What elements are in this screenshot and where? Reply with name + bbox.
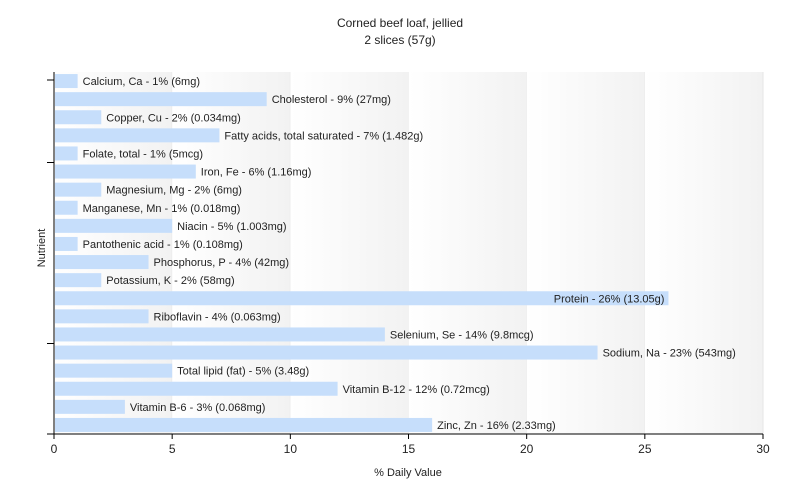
x-tick-label: 0: [51, 442, 58, 456]
bar: [55, 291, 669, 306]
grid-band: [526, 72, 645, 434]
bar-labels-group: Calcium, Ca - 1% (6mg) Cholesterol - 9% (…: [83, 76, 736, 432]
bar: [55, 381, 338, 396]
bar-label: Manganese, Mn - 1% (0.018mg): [83, 203, 241, 215]
bar-label: Copper, Cu - 2% (0.034mg): [106, 112, 241, 124]
bar: [55, 363, 173, 378]
bar: [55, 182, 102, 197]
bar-label: Selenium, Se - 14% (9.8mcg): [390, 329, 534, 341]
bar: [55, 146, 78, 161]
y-ticks-group: [47, 79, 54, 435]
x-tick-label: 25: [638, 442, 652, 456]
y-axis-title: Nutrient: [36, 229, 48, 268]
bar: [55, 273, 102, 288]
chart-title: Corned beef loaf, jellied: [337, 16, 463, 30]
x-ticks-group: 0 5 10 15 20 25 30: [51, 434, 770, 456]
bar-label: Magnesium, Mg - 2% (6mg): [106, 185, 242, 197]
bar: [55, 345, 598, 360]
bar: [55, 200, 78, 215]
bar-label: Protein - 26% (13.05g): [554, 293, 665, 305]
background-bands: [54, 72, 764, 434]
bar-label: Calcium, Ca - 1% (6mg): [83, 76, 200, 88]
bar: [55, 327, 385, 342]
grid-band: [54, 72, 173, 434]
bars-group: [55, 74, 669, 432]
bar-label: Vitamin B-6 - 3% (0.068mg): [130, 402, 266, 414]
bar-label: Vitamin B-12 - 12% (0.72mcg): [343, 384, 490, 396]
chart-subtitle: 2 slices (57g): [364, 33, 435, 47]
bar: [55, 399, 125, 414]
x-tick-label: 30: [756, 442, 770, 456]
bar: [55, 92, 267, 107]
bar: [55, 236, 78, 251]
bar: [55, 417, 433, 432]
bar-label: Iron, Fe - 6% (1.16mg): [201, 167, 312, 179]
bar-label: Folate, total - 1% (5mcg): [83, 148, 203, 160]
bar: [55, 110, 102, 125]
grid-band: [290, 72, 409, 434]
bar-label: Zinc, Zn - 16% (2.33mg): [437, 420, 556, 432]
grid-band: [644, 72, 763, 434]
x-tick-label: 10: [284, 442, 298, 456]
x-tick-label: 5: [169, 442, 176, 456]
x-tick-label: 20: [520, 442, 534, 456]
bar: [55, 255, 149, 270]
bar-label: Riboflavin - 4% (0.063mg): [154, 311, 281, 323]
x-tick-label: 15: [402, 442, 416, 456]
grid-band: [172, 72, 291, 434]
bar-label: Niacin - 5% (1.003mg): [177, 221, 286, 233]
grid-band: [408, 72, 527, 434]
bar-label: Potassium, K - 2% (58mg): [106, 275, 234, 287]
bar-label: Fatty acids, total saturated - 7% (1.482…: [224, 130, 423, 142]
x-axis-title: % Daily Value: [374, 467, 442, 479]
bar-label: Sodium, Na - 23% (543mg): [603, 348, 736, 360]
bar: [55, 128, 220, 143]
bar: [55, 218, 173, 233]
bar-label: Phosphorus, P - 4% (42mg): [154, 257, 290, 269]
bar: [55, 74, 78, 89]
bar: [55, 164, 196, 179]
bar: [55, 309, 149, 324]
bar-label: Cholesterol - 9% (27mg): [272, 94, 391, 106]
bar-label: Pantothenic acid - 1% (0.108mg): [83, 239, 243, 251]
bar-label: Total lipid (fat) - 5% (3.48g): [177, 366, 309, 378]
